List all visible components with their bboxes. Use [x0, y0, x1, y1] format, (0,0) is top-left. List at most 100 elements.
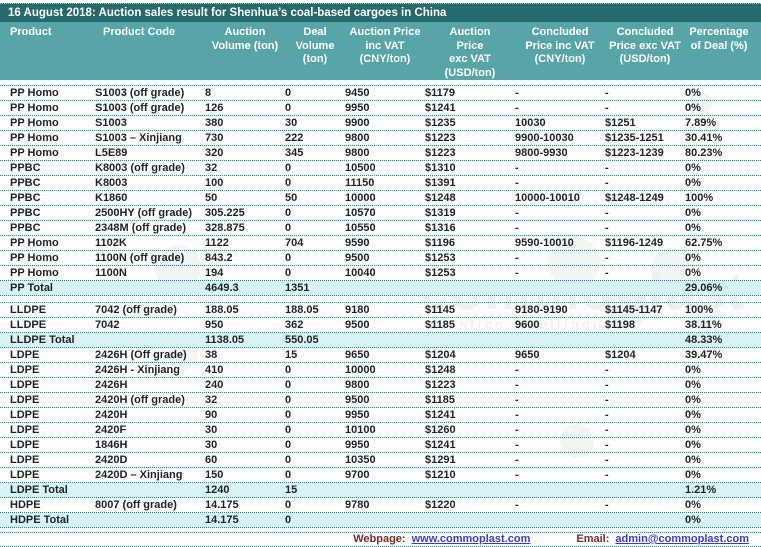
cell-deal-volume: 345 [285, 147, 304, 159]
cell-product: LDPE [10, 394, 40, 406]
email-link[interactable]: admin@commoplast.com [615, 533, 749, 545]
cell-product: LLDPE [10, 319, 47, 331]
cell-deal-volume: 15 [285, 484, 298, 496]
total-row: HDPE Total 14.175 0 0% [0, 513, 761, 528]
cell-concluded-price-inc-vat: - [515, 267, 519, 279]
cell-percentage-of-deal: 0% [685, 267, 701, 279]
cell-auction-price-exc-vat: $1253 [425, 267, 456, 279]
cell-auction-price-inc-vat: 10500 [345, 162, 376, 174]
cell-auction-volume: 240 [205, 379, 224, 391]
cell-product: LDPE [10, 364, 40, 376]
cell-product: PP Homo [10, 267, 59, 279]
cell-deal-volume: 0 [285, 222, 292, 234]
cell-auction-price-exc-vat: $1253 [425, 252, 456, 264]
cell-deal-volume: 0 [285, 162, 292, 174]
cell-product: LDPE [10, 439, 40, 451]
cell-product: PPBC [10, 162, 41, 174]
cell-concluded-price-exc-vat: - [605, 469, 609, 481]
cell-product-code: 2426H (Off grade) [95, 349, 187, 361]
table-row: LDPE 2420D 60 0 10350 $1291 - - 0% [0, 453, 761, 468]
cell-auction-price-exc-vat: $1248 [425, 192, 456, 204]
cell-concluded-price-inc-vat: - [515, 207, 519, 219]
cell-auction-price-inc-vat: 9650 [345, 349, 370, 361]
cell-percentage-of-deal: 62.75% [685, 237, 723, 249]
cell-auction-price-exc-vat: $1223 [425, 147, 456, 159]
cell-product-code: 2420D – Xinjiang [95, 469, 183, 481]
cell-auction-price-exc-vat: $1260 [425, 424, 456, 436]
cell-percentage-of-deal: 0% [685, 379, 701, 391]
cell-percentage-of-deal: 1.21% [685, 484, 717, 496]
cell-product-code: K1860 [95, 192, 128, 204]
column-header-auction-price-exc-vat: Auction Price exc VAT (USD/ton) [444, 26, 496, 79]
cell-concluded-price-inc-vat: - [515, 364, 519, 376]
cell-product: PPBC [10, 207, 41, 219]
cell-concluded-price-inc-vat: - [515, 162, 519, 174]
cell-concluded-price-exc-vat: - [605, 379, 609, 391]
cell-concluded-price-exc-vat: - [605, 102, 609, 114]
cell-concluded-price-inc-vat: 10000-10010 [515, 192, 580, 204]
cell-product-code: 2426H - Xinjiang [95, 364, 180, 376]
column-header-product-code: Product Code [103, 26, 176, 38]
cell-concluded-price-exc-vat: $1145-1147 [605, 304, 663, 316]
cell-percentage-of-deal: 0% [685, 102, 701, 114]
cell-auction-price-inc-vat: 9800 [345, 379, 370, 391]
table-row: LDPE 2426H (Off grade) 38 15 9650 $1204 9650 $1… [0, 348, 761, 363]
table-row: PPBC K8003 (off grade) 32 0 10500 $1310 - - 0% [0, 161, 761, 176]
cell-percentage-of-deal: 100% [685, 304, 714, 316]
total-row: PP Total 4649.3 1351 29.06% [0, 281, 761, 296]
table-row: PP Homo 1102K 1122 704 9590 $1196 9590-10010 $1… [0, 236, 761, 251]
cell-auction-volume: 1122 [205, 237, 229, 249]
cell-auction-price-exc-vat: $1179 [425, 87, 455, 99]
cell-percentage-of-deal: 0% [685, 364, 701, 376]
cell-deal-volume: 0 [285, 499, 292, 511]
table-row: HDPE 8007 (off grade) 14.175 0 9780 $1220 - - 0% [0, 498, 761, 513]
cell-auction-volume: 126 [205, 102, 224, 114]
cell-concluded-price-inc-vat: 9650 [515, 349, 540, 361]
cell-product: LDPE [10, 379, 40, 391]
cell-product-code: S1003 – Xinjiang [95, 132, 182, 144]
cell-auction-price-inc-vat: 10570 [345, 207, 376, 219]
cell-percentage-of-deal: 0% [685, 514, 701, 526]
cell-auction-volume: 100 [205, 177, 224, 189]
cell-concluded-price-exc-vat: $1198 [605, 319, 635, 331]
cell-auction-price-inc-vat: 9780 [345, 499, 370, 511]
cell-deal-volume: 0 [285, 394, 292, 406]
pre-footer-gap [0, 528, 761, 533]
cell-deal-volume: 0 [285, 102, 292, 114]
cell-product: PP Homo [10, 117, 59, 129]
table-row: PP Homo S1003 (off grade) 126 0 9950 $1241 - - 0… [0, 101, 761, 116]
cell-product-code: 7042 (off grade) [95, 304, 177, 316]
cell-auction-volume: 14.175 [205, 514, 239, 526]
cell-product: LDPE [10, 469, 40, 481]
cell-concluded-price-inc-vat: - [515, 409, 519, 421]
cell-percentage-of-deal: 7.89% [685, 117, 717, 129]
cell-auction-price-exc-vat: $1185 [425, 394, 455, 406]
cell-auction-volume: 150 [205, 469, 224, 481]
cell-product-code: L5E89 [95, 147, 128, 159]
cell-auction-price-exc-vat: $1248 [425, 364, 456, 376]
cell-percentage-of-deal: 30.41% [685, 132, 723, 144]
table-row: PP Homo 1100N 194 0 10040 $1253 - - 0% [0, 266, 761, 281]
cell-concluded-price-exc-vat: - [605, 252, 609, 264]
table-row: LDPE 2426H - Xinjiang 410 0 10000 $1248 - - 0% [0, 363, 761, 378]
cell-auction-price-inc-vat: 10100 [345, 424, 376, 436]
cell-product-code: 2420H [95, 409, 128, 421]
webpage-link[interactable]: www.commoplast.com [411, 533, 531, 545]
cell-product: LDPE [10, 349, 40, 361]
column-header-product: Product [10, 26, 52, 38]
cell-product-code: S1003 (off grade) [95, 102, 185, 114]
column-header-concluded-price-exc-vat: Concluded Price exc VAT (USD/ton) [609, 26, 681, 65]
table-row: PP Homo S1003 (off grade) 8 0 9450 $1179 - - 0% [0, 86, 761, 101]
cell-deal-volume: 0 [285, 252, 292, 264]
cell-concluded-price-exc-vat: - [605, 424, 609, 436]
cell-auction-volume: 60 [205, 454, 218, 466]
cell-auction-price-exc-vat: $1241 [425, 439, 456, 451]
cell-concluded-price-inc-vat: - [515, 424, 519, 436]
column-header-percentage-of-deal: Percentage of Deal (%) [689, 26, 749, 52]
cell-auction-price-exc-vat: $1235 [425, 117, 456, 129]
cell-percentage-of-deal: 0% [685, 394, 701, 406]
column-header-auction-volume: Auction Volume (ton) [211, 26, 279, 52]
cell-auction-price-exc-vat: $1196 [425, 237, 455, 249]
cell-deal-volume: 0 [285, 177, 292, 189]
cell-concluded-price-exc-vat: $1223-1239 [605, 147, 664, 159]
